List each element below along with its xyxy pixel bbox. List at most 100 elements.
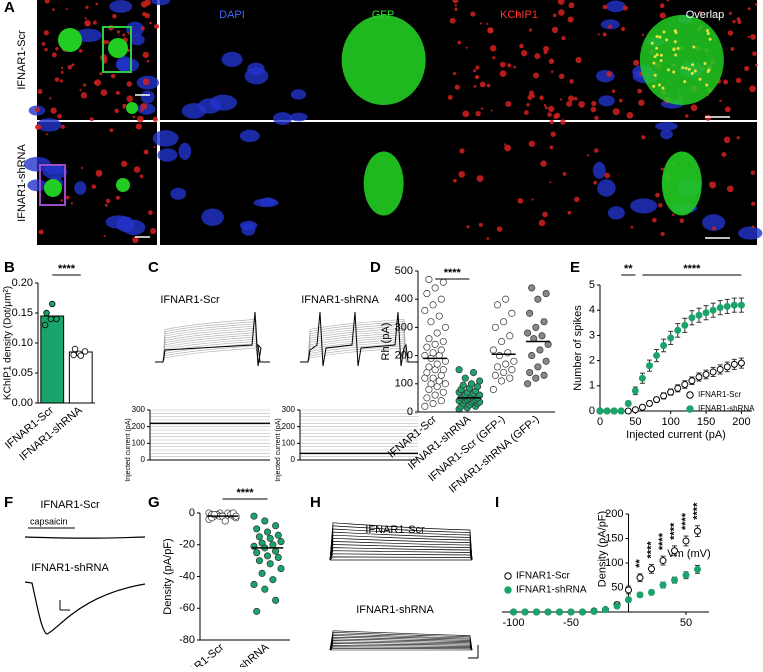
- puncta: [597, 33, 600, 36]
- data-point: [433, 329, 441, 337]
- nucleus: [198, 98, 222, 114]
- puncta: [633, 59, 640, 66]
- gfp-cell: [341, 15, 426, 105]
- data-point: [269, 541, 277, 549]
- puncta: [55, 46, 59, 51]
- data-point: [437, 295, 445, 303]
- data-point: [441, 323, 449, 331]
- y-tick-label: 0: [291, 455, 296, 464]
- data-point: [263, 528, 272, 536]
- y-tick-label: 0.20: [12, 277, 33, 289]
- data-point: [81, 348, 89, 355]
- puncta: [666, 0, 670, 2]
- nucleus: [597, 179, 616, 197]
- data-point: [269, 576, 277, 584]
- y-tick-label: 4: [589, 304, 595, 316]
- x-tick-label: 0: [597, 416, 603, 428]
- puncta: [744, 65, 750, 72]
- data-point: [429, 301, 437, 309]
- nucleus: [655, 121, 678, 131]
- data-point: [682, 571, 690, 579]
- panel-label: G: [148, 494, 160, 511]
- y-tick-label: 2: [589, 355, 595, 367]
- data-point: [524, 380, 532, 388]
- channel-label: KChIP1: [500, 9, 538, 21]
- data-point: [681, 321, 689, 329]
- data-point: [636, 591, 644, 599]
- data-point: [427, 318, 435, 326]
- significance-label: ****: [646, 541, 658, 559]
- nucleus: [259, 197, 277, 207]
- puncta: [538, 219, 546, 227]
- colocalized: [693, 69, 697, 73]
- colocalized: [706, 69, 710, 73]
- puncta: [478, 222, 483, 227]
- puncta: [604, 172, 611, 179]
- puncta: [135, 123, 142, 130]
- puncta: [92, 20, 97, 25]
- puncta: [95, 2, 99, 6]
- colocalized: [664, 38, 668, 42]
- puncta: [112, 14, 117, 19]
- data-point: [476, 377, 484, 385]
- puncta: [466, 225, 470, 229]
- puncta: [89, 117, 94, 122]
- current-trace: [329, 531, 473, 561]
- trace-label: IFNAR1-shRNA: [31, 562, 109, 574]
- puncta: [60, 70, 64, 74]
- data-point: [431, 340, 439, 348]
- data-point: [567, 608, 575, 616]
- data-point: [638, 403, 646, 411]
- nucleus: [702, 214, 726, 231]
- data-point: [624, 399, 632, 407]
- colocalized: [655, 53, 659, 57]
- current-trace: [329, 541, 473, 561]
- data-point: [41, 321, 49, 329]
- data-point: [263, 552, 272, 560]
- puncta: [85, 5, 89, 9]
- colocalized: [673, 40, 677, 44]
- current-trace: [329, 633, 473, 651]
- puncta: [486, 83, 491, 88]
- puncta: [476, 175, 484, 183]
- data-point: [431, 284, 439, 292]
- current-trace: [329, 528, 473, 561]
- puncta: [641, 33, 645, 36]
- data-point: [500, 368, 508, 377]
- data-point: [544, 608, 552, 616]
- puncta: [574, 196, 580, 203]
- puncta: [462, 110, 470, 118]
- data-point: [504, 349, 512, 357]
- data-point: [461, 374, 469, 382]
- data-point: [528, 352, 536, 360]
- panel-label: B: [4, 259, 15, 276]
- nucleus: [738, 226, 763, 240]
- colocalized: [674, 53, 678, 57]
- voltage-trace: [155, 311, 270, 367]
- puncta: [560, 119, 566, 125]
- data-point: [510, 357, 518, 365]
- roi-box: [102, 26, 132, 73]
- y-axis-label: Injected current (pA): [275, 418, 282, 481]
- puncta: [49, 97, 52, 100]
- puncta: [490, 109, 493, 112]
- puncta: [659, 3, 665, 9]
- puncta: [724, 106, 731, 113]
- y-tick-label: 0: [589, 405, 595, 417]
- voltage-trace: [300, 319, 418, 363]
- puncta: [133, 166, 141, 173]
- data-point: [737, 301, 745, 309]
- data-point: [493, 363, 502, 371]
- puncta: [594, 115, 599, 121]
- voltage-trace: [155, 319, 270, 363]
- puncta: [567, 210, 572, 215]
- nucleus: [221, 51, 243, 67]
- data-point: [638, 374, 646, 382]
- data-point: [439, 388, 447, 396]
- puncta: [127, 32, 130, 35]
- puncta: [132, 115, 136, 119]
- data-point: [716, 304, 724, 312]
- current-trace: [329, 522, 473, 561]
- data-point: [538, 332, 546, 340]
- y-tick-label: 100: [395, 378, 413, 390]
